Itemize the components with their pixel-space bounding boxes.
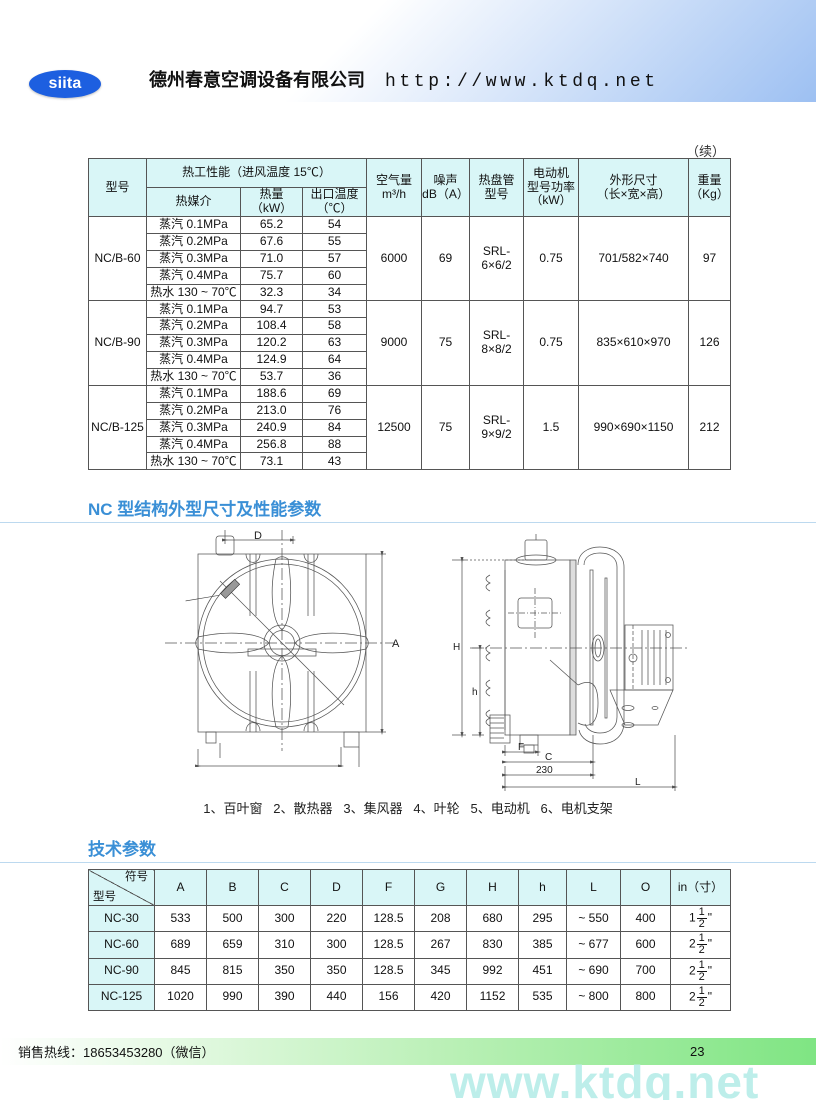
svg-text:L: L bbox=[635, 777, 641, 788]
svg-text:C: C bbox=[545, 752, 552, 763]
svg-text:230: 230 bbox=[536, 765, 553, 776]
svg-text:h: h bbox=[472, 687, 478, 698]
svg-text:A: A bbox=[392, 638, 400, 650]
svg-text:F: F bbox=[518, 742, 524, 753]
svg-text:H: H bbox=[453, 642, 460, 653]
